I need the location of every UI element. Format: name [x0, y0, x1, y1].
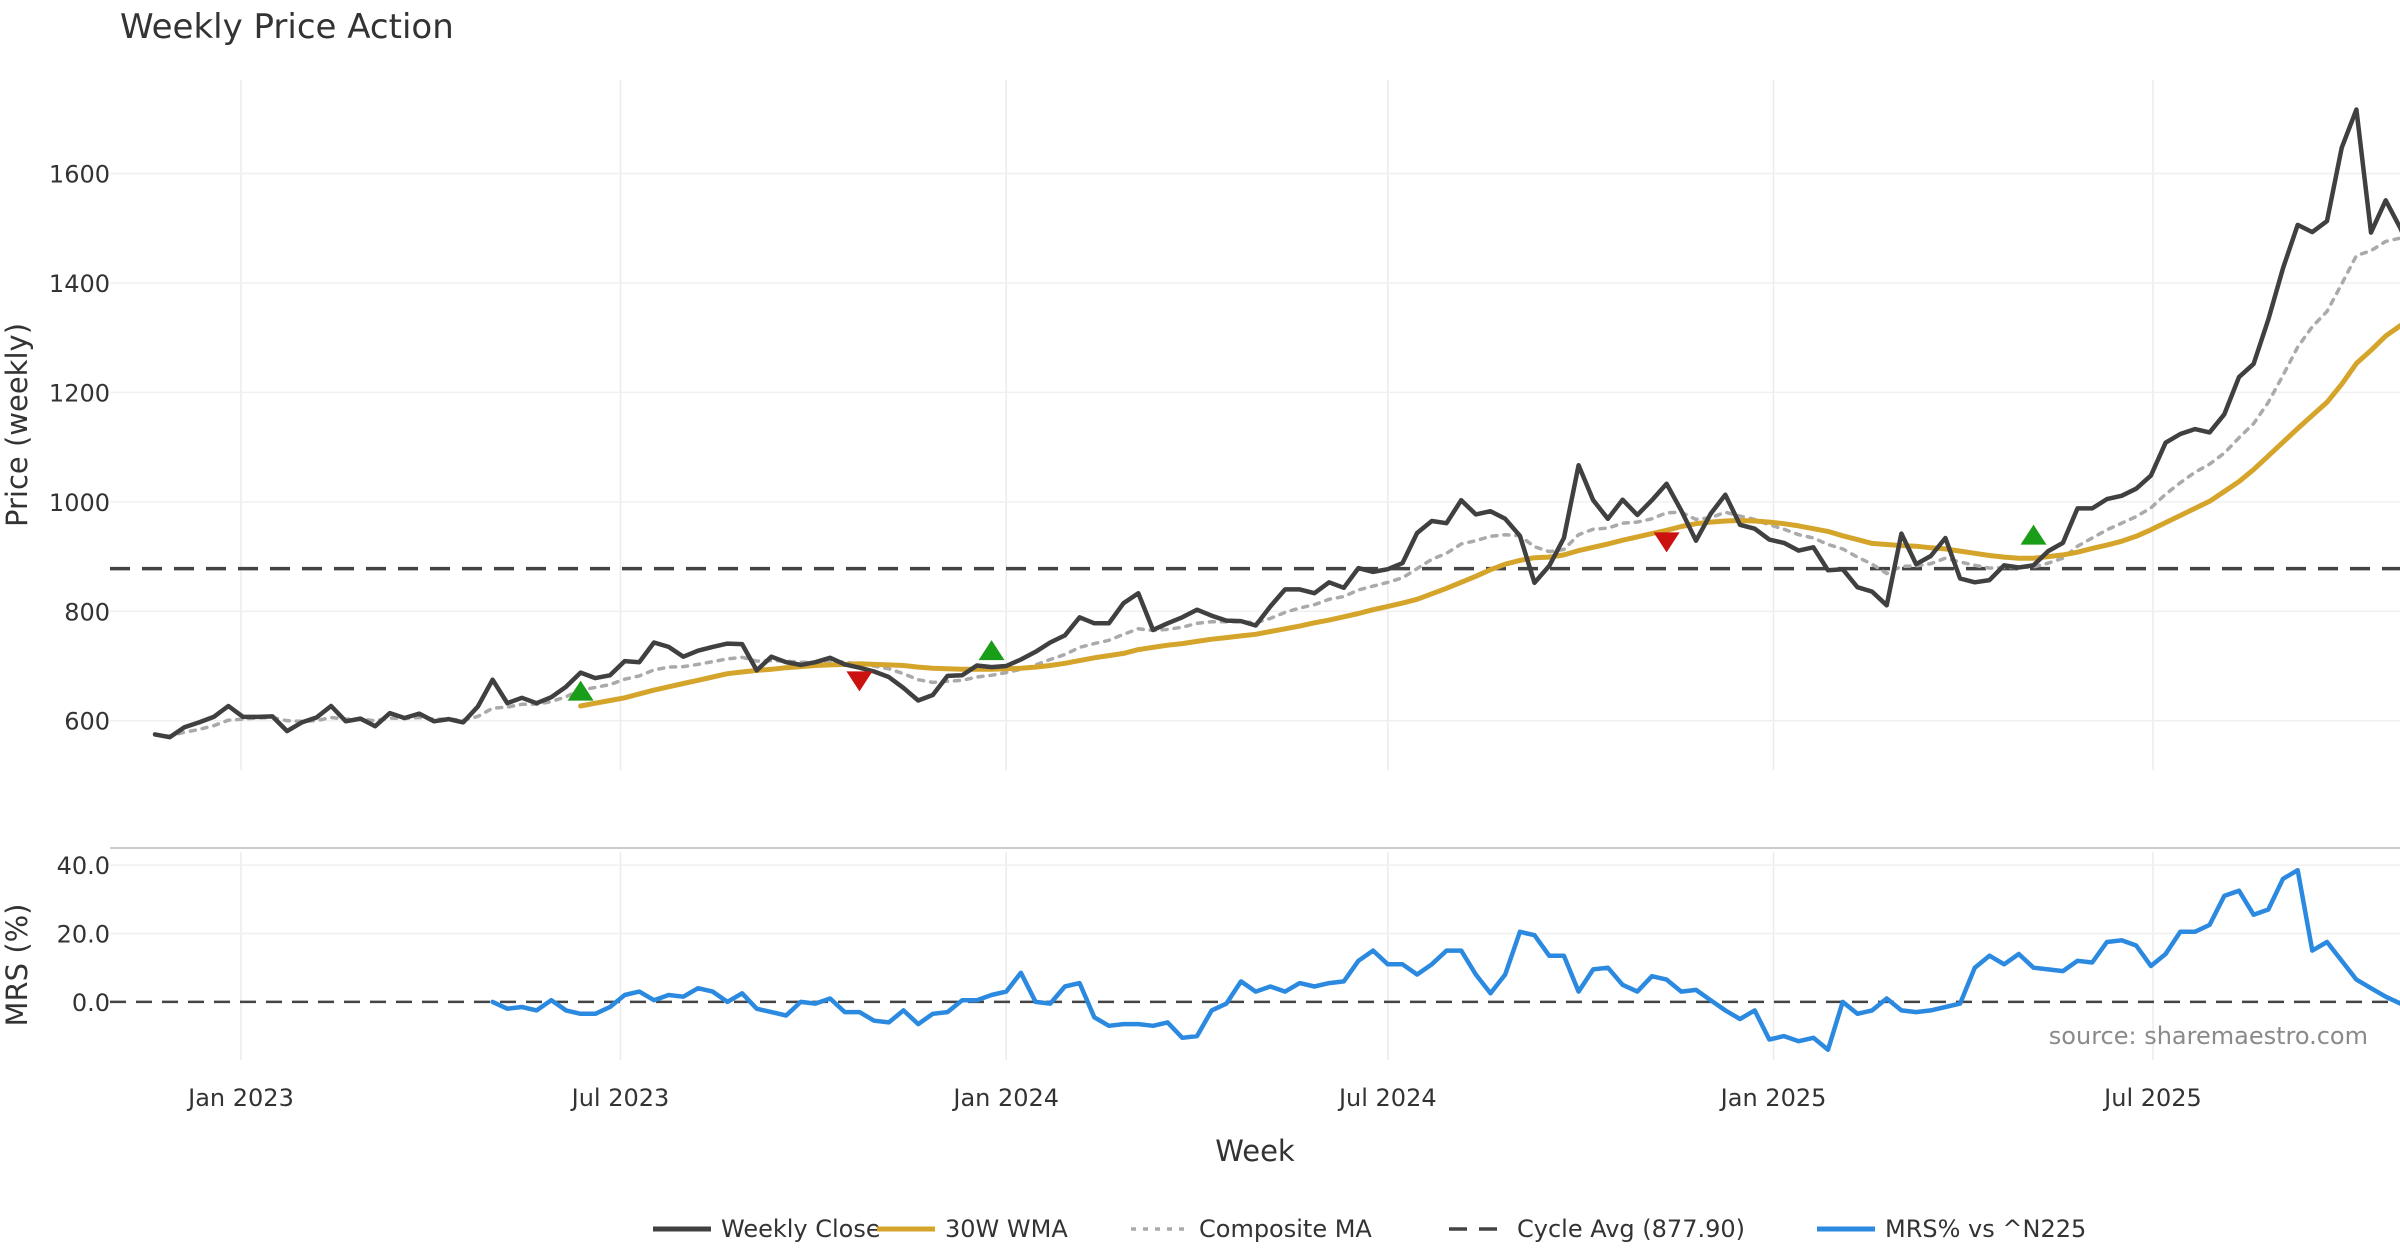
price-y-tick-label: 1400 [49, 270, 110, 298]
price-y-axis-label: Price (weekly) [0, 323, 34, 527]
mrs-grid [110, 852, 2400, 1060]
x-axis-label: Week [1215, 1134, 1295, 1168]
series-line-composite-ma [153, 236, 2400, 738]
sell-signal-marker [846, 671, 873, 692]
price-y-tick-label: 1600 [49, 161, 110, 189]
price-grid [110, 80, 2400, 770]
source-annotation: source: sharemaestro.com [2049, 1022, 2368, 1050]
legend-label: Composite MA [1199, 1215, 1372, 1243]
series-line-weekly-close [152, 107, 2400, 740]
signal-markers [567, 524, 2047, 701]
x-tick-label: Jan 2024 [951, 1084, 1059, 1112]
mrs-y-axis-label: MRS (%) [0, 904, 34, 1027]
mrs-y-ticks: 0.0 20.0 40.0 [57, 852, 110, 1017]
legend-label: MRS% vs ^N225 [1885, 1215, 2086, 1243]
x-tick-label: Jul 2024 [1337, 1084, 1437, 1112]
mrs-series-group [110, 867, 2400, 1052]
buy-signal-marker [2020, 524, 2047, 545]
x-tick-label: Jan 2025 [1719, 1084, 1827, 1112]
mrs-y-tick-label: 40.0 [57, 852, 110, 880]
x-tick-label: Jul 2023 [570, 1084, 670, 1112]
x-tick-label: Jul 2025 [2102, 1084, 2202, 1112]
x-axis-ticks: Jan 2023 Jul 2023 Jan 2024 Jul 2024 Jan 2025… [186, 1084, 2202, 1112]
price-y-tick-label: 600 [64, 708, 110, 736]
price-series-group [152, 107, 2400, 740]
buy-signal-marker [978, 640, 1005, 661]
buy-signal-marker [567, 680, 594, 701]
price-y-tick-label: 1200 [49, 379, 110, 407]
legend-label: 30W WMA [945, 1215, 1068, 1243]
mrs-y-tick-label: 0.0 [72, 989, 110, 1017]
sell-signal-marker [1653, 532, 1680, 553]
x-tick-label: Jan 2023 [186, 1084, 294, 1112]
series-line-30w-wma [578, 322, 2400, 709]
mrs-y-tick-label: 20.0 [57, 920, 110, 948]
chart-title: Weekly Price Action [120, 7, 454, 47]
legend: Weekly Close 30W WMA Composite MA Cycle Avg… [653, 1215, 2086, 1243]
series-line-mrs [490, 867, 2400, 1052]
price-y-ticks: 600 800 1000 1200 1400 1600 [49, 161, 110, 736]
price-y-tick-label: 800 [64, 598, 110, 626]
legend-label: Cycle Avg (877.90) [1517, 1215, 1745, 1243]
price-y-tick-label: 1000 [49, 489, 110, 517]
legend-label: Weekly Close [721, 1215, 881, 1243]
